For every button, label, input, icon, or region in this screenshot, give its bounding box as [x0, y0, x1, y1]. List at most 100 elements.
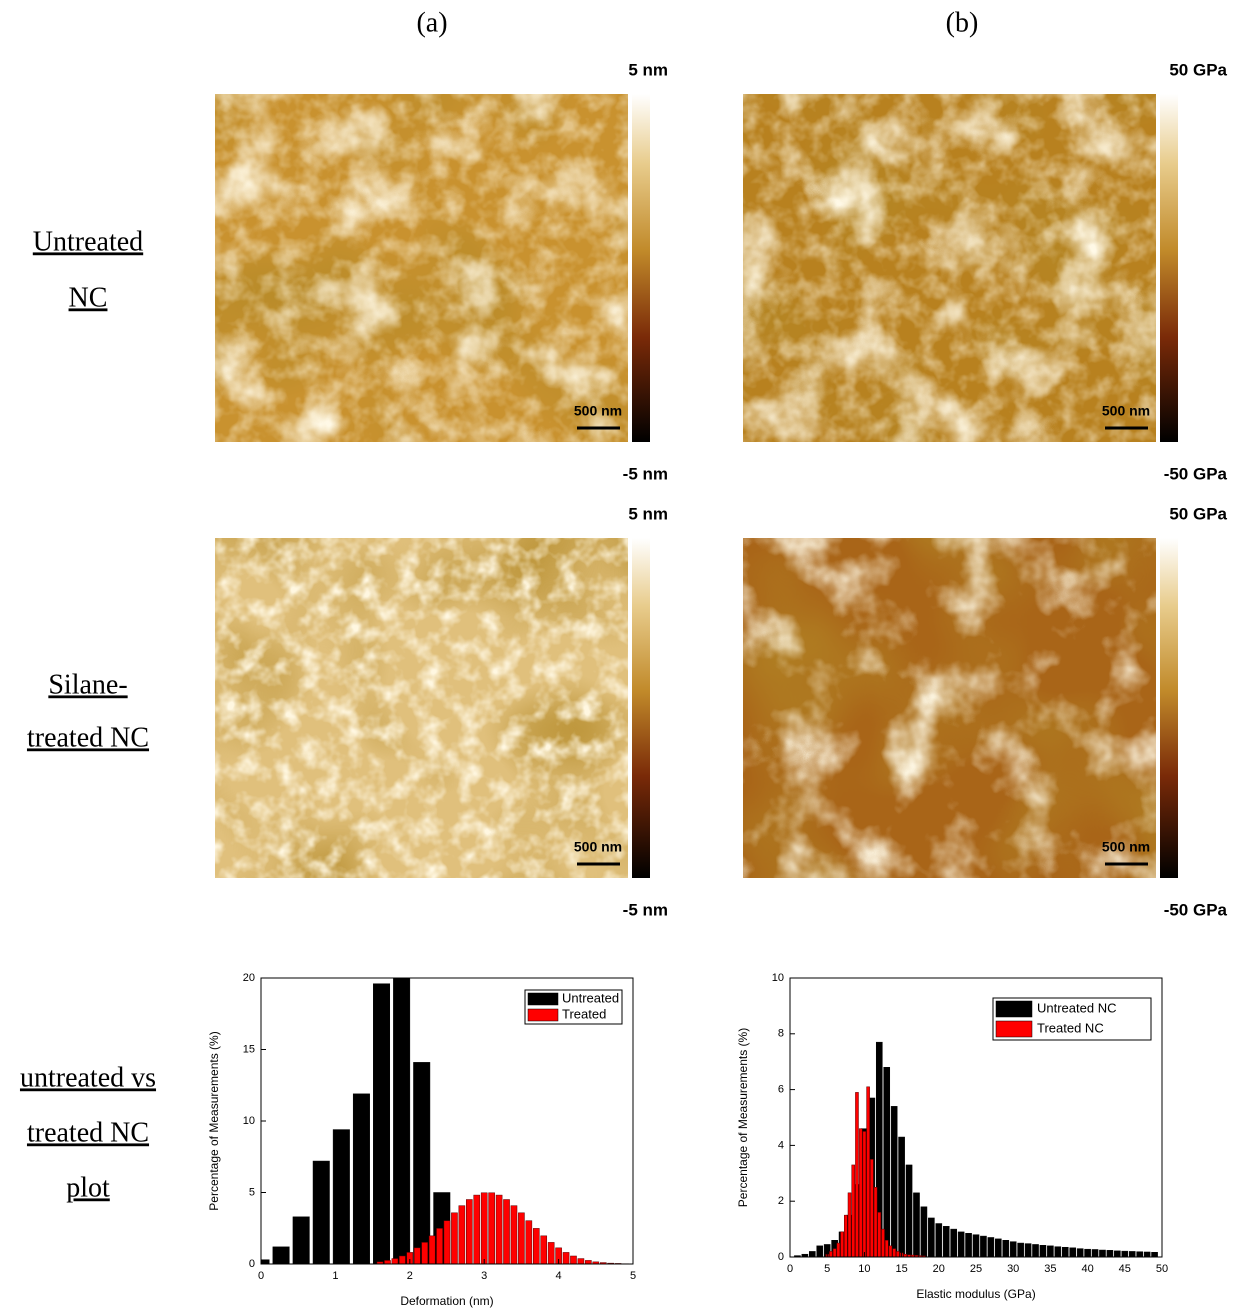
- panel-label: (a): [416, 7, 447, 38]
- bar: [373, 983, 391, 1264]
- x-tick-label: 10: [858, 1263, 870, 1275]
- bar: [1017, 1242, 1024, 1257]
- bar: [875, 1041, 883, 1257]
- bar: [1076, 1248, 1084, 1257]
- x-tick-label: 4: [556, 1270, 562, 1282]
- bar: [866, 1086, 870, 1257]
- afm-image: [743, 94, 1156, 442]
- legend-label: Treated NC: [1037, 1020, 1104, 1035]
- bar: [950, 1228, 957, 1257]
- bar: [540, 1235, 548, 1264]
- bar: [393, 978, 411, 1264]
- y-tick-label: 2: [778, 1195, 784, 1207]
- colorbar: [1160, 538, 1178, 878]
- bar: [1024, 1243, 1032, 1257]
- bar: [884, 1240, 889, 1257]
- bar: [443, 1220, 451, 1264]
- plot-area: [794, 1041, 1158, 1257]
- image-texture: [215, 538, 628, 878]
- bar: [972, 1234, 980, 1257]
- x-tick-label: 20: [933, 1263, 945, 1275]
- x-tick-label: 5: [824, 1263, 830, 1275]
- bar: [421, 1242, 428, 1264]
- row-label: plot: [66, 1172, 110, 1203]
- bar: [914, 1255, 919, 1257]
- y-tick-label: 15: [243, 1043, 255, 1055]
- bar: [913, 1192, 920, 1257]
- bar: [870, 1159, 874, 1257]
- bar: [436, 1228, 443, 1264]
- bar: [352, 1093, 370, 1264]
- bar: [896, 1251, 900, 1257]
- bar: [1054, 1246, 1062, 1257]
- x-tick-label: 3: [481, 1270, 487, 1282]
- bar: [547, 1242, 555, 1264]
- bar: [832, 1248, 837, 1257]
- x-tick-label: 0: [258, 1270, 264, 1282]
- bar: [987, 1237, 995, 1257]
- bar: [585, 1260, 592, 1264]
- colorbar-max: 50 GPa: [1169, 60, 1227, 79]
- row-label: untreated vs: [20, 1062, 156, 1093]
- bar: [816, 1245, 824, 1257]
- bar: [1128, 1251, 1136, 1257]
- bar: [1136, 1251, 1143, 1257]
- y-tick-label: 6: [778, 1084, 784, 1096]
- bar: [292, 1216, 310, 1264]
- bar: [391, 1258, 399, 1264]
- bar: [829, 1251, 833, 1257]
- bar: [851, 1164, 856, 1257]
- y-tick-label: 5: [249, 1186, 255, 1198]
- colorbar: [1160, 94, 1178, 442]
- bar: [965, 1233, 972, 1257]
- image-texture: [743, 538, 1156, 878]
- y-tick-label: 4: [778, 1139, 784, 1151]
- bar: [905, 1164, 913, 1257]
- bar: [1143, 1251, 1151, 1257]
- x-tick-label: 0: [787, 1263, 793, 1275]
- bar: [577, 1258, 585, 1264]
- afm-image: [215, 94, 628, 442]
- legend-swatch: [995, 1020, 1033, 1038]
- bar: [922, 1255, 926, 1257]
- bar: [518, 1212, 525, 1264]
- y-tick-label: 10: [772, 972, 784, 984]
- afm-image: [215, 538, 628, 878]
- row-label: treated NC: [27, 1117, 149, 1148]
- bar: [877, 1212, 882, 1257]
- x-tick-label: 30: [1007, 1263, 1019, 1275]
- bar: [847, 1192, 852, 1257]
- x-tick-label: 1: [332, 1270, 338, 1282]
- bar: [1069, 1247, 1077, 1257]
- plot-area: [261, 978, 633, 1264]
- row-label: treated NC: [27, 722, 149, 753]
- bar: [413, 1247, 421, 1264]
- bar: [809, 1251, 816, 1257]
- bar: [1061, 1246, 1069, 1257]
- bar: [272, 1246, 290, 1264]
- bar: [855, 1092, 859, 1257]
- scale-bar-label: 500 nm: [1102, 403, 1150, 419]
- colorbar-max: 5 nm: [628, 60, 668, 79]
- bar: [1099, 1249, 1106, 1257]
- bar: [957, 1231, 965, 1257]
- bar: [1009, 1241, 1017, 1257]
- bar: [332, 1129, 350, 1264]
- image-texture: [215, 94, 628, 442]
- x-tick-label: 15: [895, 1263, 907, 1275]
- bar: [873, 1187, 878, 1257]
- y-tick-label: 0: [249, 1258, 255, 1270]
- x-axis-label: Deformation (nm): [400, 1294, 493, 1308]
- x-tick-label: 45: [1119, 1263, 1131, 1275]
- y-tick-label: 20: [243, 972, 255, 984]
- bar: [495, 1194, 503, 1264]
- legend-swatch: [527, 992, 559, 1006]
- row-label: NC: [69, 282, 108, 313]
- bar: [935, 1223, 943, 1257]
- legend-swatch: [995, 1000, 1033, 1018]
- bar: [888, 1245, 893, 1257]
- afm-image: [743, 538, 1156, 878]
- row-label: Silane-: [48, 669, 127, 700]
- bar: [488, 1192, 495, 1264]
- colorbar-min: -50 GPa: [1164, 900, 1228, 919]
